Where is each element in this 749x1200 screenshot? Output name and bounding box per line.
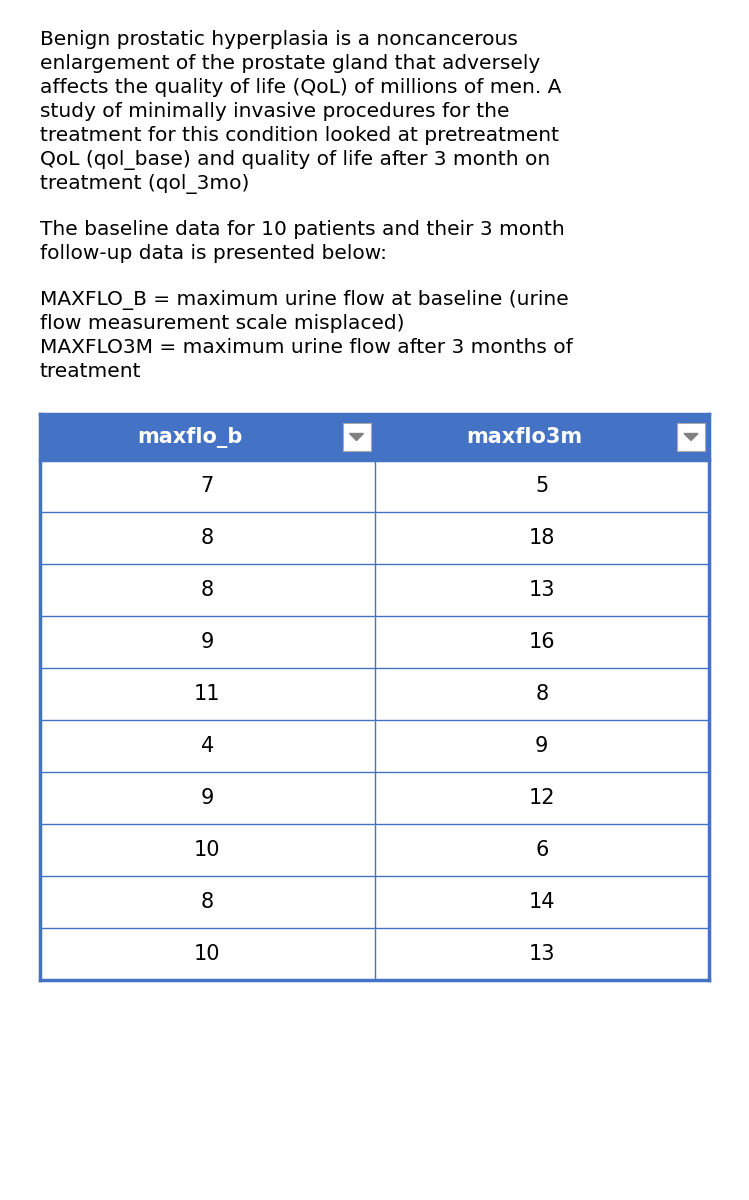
Text: flow measurement scale misplaced): flow measurement scale misplaced): [40, 314, 404, 332]
Text: 18: 18: [529, 528, 555, 548]
Text: treatment (qol_3mo): treatment (qol_3mo): [40, 174, 249, 194]
Text: enlargement of the prostate gland that adversely: enlargement of the prostate gland that a…: [40, 54, 540, 73]
Text: 12: 12: [529, 788, 555, 808]
Text: treatment: treatment: [40, 362, 142, 382]
Polygon shape: [350, 433, 363, 440]
Text: maxflo_b: maxflo_b: [138, 426, 243, 448]
Bar: [40, 460, 709, 512]
Bar: [40, 772, 709, 824]
Bar: [40, 668, 709, 720]
Text: QoL (qol_base) and quality of life after 3 month on: QoL (qol_base) and quality of life after…: [40, 150, 551, 170]
Text: 9: 9: [201, 788, 214, 808]
Bar: [40, 824, 709, 876]
Text: 16: 16: [529, 632, 555, 652]
Bar: [40, 876, 709, 928]
Polygon shape: [684, 433, 698, 440]
Text: Benign prostatic hyperplasia is a noncancerous: Benign prostatic hyperplasia is a noncan…: [40, 30, 518, 49]
Bar: [677, 422, 705, 451]
Text: 10: 10: [194, 944, 220, 964]
Text: treatment for this condition looked at pretreatment: treatment for this condition looked at p…: [40, 126, 559, 145]
Text: maxflo3m: maxflo3m: [467, 427, 583, 446]
Text: 11: 11: [194, 684, 220, 704]
Text: 8: 8: [201, 892, 213, 912]
Text: The baseline data for 10 patients and their 3 month: The baseline data for 10 patients and th…: [40, 220, 565, 239]
Bar: [374, 414, 709, 460]
Text: 8: 8: [201, 528, 213, 548]
Text: 8: 8: [536, 684, 548, 704]
Bar: [40, 928, 709, 980]
Text: 10: 10: [194, 840, 220, 860]
Text: affects the quality of life (QoL) of millions of men. A: affects the quality of life (QoL) of mil…: [40, 78, 561, 97]
Text: 9: 9: [535, 736, 548, 756]
Text: follow-up data is presented below:: follow-up data is presented below:: [40, 244, 387, 263]
Text: 8: 8: [201, 580, 213, 600]
Text: MAXFLO_B = maximum urine flow at baseline (urine: MAXFLO_B = maximum urine flow at baselin…: [40, 290, 568, 310]
Bar: [40, 414, 374, 460]
Text: 5: 5: [535, 476, 548, 496]
Text: 7: 7: [201, 476, 214, 496]
Text: MAXFLO3M = maximum urine flow after 3 months of: MAXFLO3M = maximum urine flow after 3 mo…: [40, 338, 573, 358]
Text: 6: 6: [535, 840, 548, 860]
Bar: [40, 512, 709, 564]
Text: 13: 13: [529, 944, 555, 964]
Text: 9: 9: [201, 632, 214, 652]
Bar: [40, 616, 709, 668]
Text: 13: 13: [529, 580, 555, 600]
Text: 4: 4: [201, 736, 214, 756]
Text: 14: 14: [529, 892, 555, 912]
Bar: [342, 422, 371, 451]
Text: study of minimally invasive procedures for the: study of minimally invasive procedures f…: [40, 102, 509, 121]
Bar: [40, 720, 709, 772]
Bar: [40, 564, 709, 616]
